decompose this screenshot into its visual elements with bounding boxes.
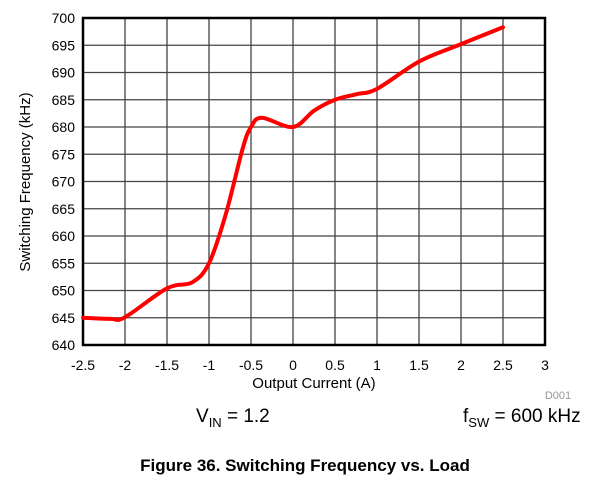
x-tick-label: -1.5 [155, 357, 179, 373]
x-tick-label: -2 [119, 357, 132, 373]
x-tick-label: 2.5 [493, 357, 513, 373]
y-tick-label: 645 [52, 310, 76, 326]
x-tick-label: 1.5 [409, 357, 429, 373]
y-tick-label: 655 [52, 255, 76, 271]
y-tick-label: 650 [52, 283, 76, 299]
y-axis-label: Switching Frequency (kHz) [17, 92, 34, 271]
x-tick-label: 1 [373, 357, 381, 373]
fsw-annotation: fSW = 600 kHz [463, 406, 581, 430]
y-tick-label: 670 [52, 174, 76, 190]
plot-frame [81, 16, 547, 347]
x-tick-label: 2 [457, 357, 465, 373]
y-tick-label: 680 [52, 119, 76, 135]
doc-id: D001 [545, 390, 571, 402]
x-tick-label: 0 [289, 357, 297, 373]
y-tick-label: 660 [52, 228, 76, 244]
y-tick-label: 640 [52, 337, 76, 353]
x-tick-labels: -2.5 -2 -1.5 -1 -0.5 0 0.5 1 1.5 2 2.5 3 [71, 357, 549, 373]
x-tick-label: 3 [541, 357, 549, 373]
y-tick-label: 695 [52, 37, 76, 53]
x-tick-label: -0.5 [239, 357, 263, 373]
x-tick-label: -1 [203, 357, 216, 373]
y-tick-label: 665 [52, 201, 76, 217]
y-tick-label: 700 [52, 10, 76, 26]
figure-caption: Figure 36. Switching Frequency vs. Load [140, 456, 470, 475]
y-tick-label: 685 [52, 92, 76, 108]
series-line [81, 25, 505, 322]
vin-annotation: VIN = 1.2 [196, 406, 270, 430]
y-tick-labels: 640 645 650 655 660 665 670 675 680 685 690 695 700 [52, 10, 76, 353]
y-tick-label: 675 [52, 146, 76, 162]
y-tick-label: 690 [52, 65, 76, 81]
x-tick-label: -2.5 [71, 357, 95, 373]
x-tick-label: 0.5 [325, 357, 345, 373]
x-axis-label: Output Current (A) [252, 375, 375, 392]
